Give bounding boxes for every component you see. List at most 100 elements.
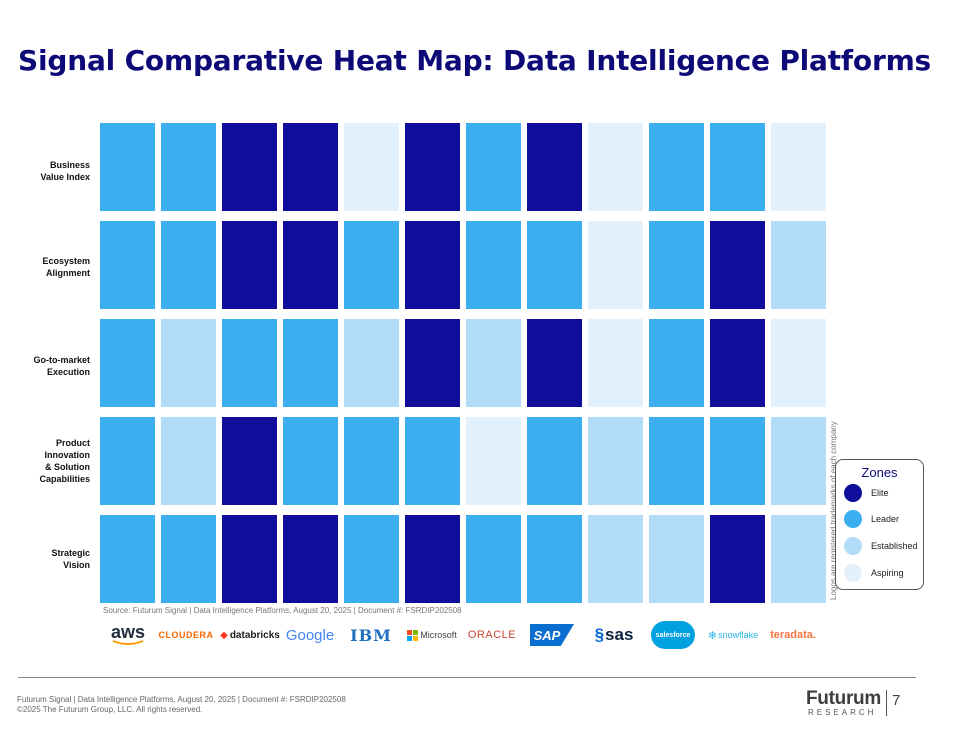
legend-item-leader: Leader	[844, 509, 899, 529]
heatmap-cell-r2-c2	[222, 319, 277, 407]
footer-divider	[18, 677, 916, 678]
heatmap-cell-r2-c7	[527, 319, 582, 407]
heatmap-cell-r3-c6	[466, 417, 521, 505]
heatmap-cell-r1-c3	[283, 221, 338, 309]
legend-swatch-leader	[844, 510, 862, 528]
legend-item-elite: Elite	[844, 483, 889, 503]
heatmap-cell-r0-c1	[161, 123, 216, 211]
heatmap-cell-r1-c8	[588, 221, 643, 309]
heatmap-cell-r0-c0	[100, 123, 155, 211]
legend-title: Zones	[861, 465, 898, 480]
heatmap-cell-r1-c4	[344, 221, 399, 309]
heatmap-cell-r0-c6	[466, 123, 521, 211]
page-title: Signal Comparative Heat Map: Data Intell…	[18, 44, 932, 77]
heatmap-cell-r4-c10	[710, 515, 765, 603]
footer-copyright: ©2025 The Futurum Group, LLC. All rights…	[17, 705, 203, 714]
logo-ibm: IBM	[350, 625, 392, 645]
legend-label-leader: Leader	[871, 514, 900, 524]
heatmap-cell-r3-c0	[100, 417, 155, 505]
logo-aws: aws	[100, 622, 156, 646]
row-label-business-value: Business Value Index	[40, 160, 90, 182]
heatmap-cell-r4-c0	[100, 515, 155, 603]
row-label-ecosystem: Ecosystem Alignment	[42, 256, 90, 278]
heatmap-cell-r3-c1	[161, 417, 216, 505]
logo-aws-text: aws	[110, 622, 146, 642]
legend-label-aspiring: Aspiring	[871, 568, 904, 578]
heatmap-cell-r3-c10	[710, 417, 765, 505]
heatmap-cell-r4-c2	[222, 515, 277, 603]
heatmap-cell-r2-c1	[161, 319, 216, 407]
logo-salesforce: salesforce	[651, 621, 695, 649]
sas-icon: §	[594, 625, 605, 644]
heatmap-cell-r1-c2	[222, 221, 277, 309]
heatmap-cell-r3-c9	[649, 417, 704, 505]
heatmap-cell-r4-c3	[283, 515, 338, 603]
heatmap-cell-r0-c7	[527, 123, 582, 211]
page-number: 7	[892, 692, 901, 709]
heatmap-cell-r0-c4	[344, 123, 399, 211]
heatmap-cell-r2-c10	[710, 319, 765, 407]
aws-smile-icon	[112, 640, 144, 645]
source-note: Source: Futurum Signal | Data Intelligen…	[103, 606, 462, 615]
heatmap-cell-r3-c7	[527, 417, 582, 505]
heatmap-cell-r0-c10	[710, 123, 765, 211]
heatmap-cell-r4-c7	[527, 515, 582, 603]
heatmap-cell-r1-c1	[161, 221, 216, 309]
heatmap-cell-r3-c2	[222, 417, 277, 505]
logo-oracle: ORACLE	[467, 629, 517, 641]
logo-google: Google	[285, 626, 335, 644]
heatmap-cell-r1-c0	[100, 221, 155, 309]
heatmap-cell-r1-c6	[466, 221, 521, 309]
legend-swatch-established	[844, 537, 862, 555]
databricks-icon: ◆	[220, 629, 228, 641]
heatmap-cell-r0-c3	[283, 123, 338, 211]
row-label-go-to-market: Go-to-market Execution	[33, 355, 90, 377]
brand-separator	[886, 690, 887, 716]
row-label-strategic-vision: Strategic Vision	[51, 548, 90, 570]
brand-subtitle: RESEARCH	[808, 708, 877, 717]
heatmap-cell-r2-c3	[283, 319, 338, 407]
logo-snowflake: ❄ snowflake	[707, 629, 759, 642]
heatmap-cell-r1-c10	[710, 221, 765, 309]
heatmap-cell-r3-c11	[771, 417, 826, 505]
heatmap-cell-r2-c6	[466, 319, 521, 407]
heatmap-cell-r4-c6	[466, 515, 521, 603]
heatmap-cell-r1-c7	[527, 221, 582, 309]
heatmap-cell-r4-c1	[161, 515, 216, 603]
logo-sap: SAP	[530, 624, 574, 646]
heatmap-cell-r3-c3	[283, 417, 338, 505]
heatmap-cell-r0-c5	[405, 123, 460, 211]
footer-document-info: Futurum Signal | Data Intelligence Platf…	[17, 695, 346, 704]
heatmap-cell-r0-c2	[222, 123, 277, 211]
legend-label-elite: Elite	[871, 488, 889, 498]
heatmap-cell-r2-c4	[344, 319, 399, 407]
legend-swatch-aspiring	[844, 564, 862, 582]
microsoft-icon	[407, 629, 419, 641]
row-label-product-innovation: Product Innovation & Solution Capabiliti…	[39, 438, 90, 484]
heatmap-cell-r3-c4	[344, 417, 399, 505]
heatmap-cell-r1-c9	[649, 221, 704, 309]
heatmap-cell-r2-c5	[405, 319, 460, 407]
legend-label-established: Established	[871, 541, 918, 551]
brand-logo: Futurum	[806, 688, 881, 709]
heatmap-cell-r4-c5	[405, 515, 460, 603]
legend-item-established: Established	[844, 536, 918, 556]
legend-swatch-elite	[844, 484, 862, 502]
heatmap-cell-r2-c9	[649, 319, 704, 407]
logo-microsoft: Microsoft	[403, 624, 461, 646]
heatmap-cell-r4-c9	[649, 515, 704, 603]
heatmap-cell-r4-c8	[588, 515, 643, 603]
heatmap-cell-r1-c5	[405, 221, 460, 309]
zones-legend: Zones Elite Leader Established Aspiring	[835, 459, 924, 590]
logo-cloudera: CLOUDERA	[158, 630, 214, 640]
heatmap-cell-r0-c8	[588, 123, 643, 211]
heatmap-cell-r4-c4	[344, 515, 399, 603]
heatmap-cell-r0-c11	[771, 123, 826, 211]
logo-sas: § sas	[594, 625, 634, 644]
snowflake-icon: ❄	[707, 629, 718, 642]
heatmap-cell-r0-c9	[649, 123, 704, 211]
heatmap-cell-r2-c11	[771, 319, 826, 407]
heatmap-cell-r3-c8	[588, 417, 643, 505]
logo-teradata: teradata.	[770, 629, 816, 641]
